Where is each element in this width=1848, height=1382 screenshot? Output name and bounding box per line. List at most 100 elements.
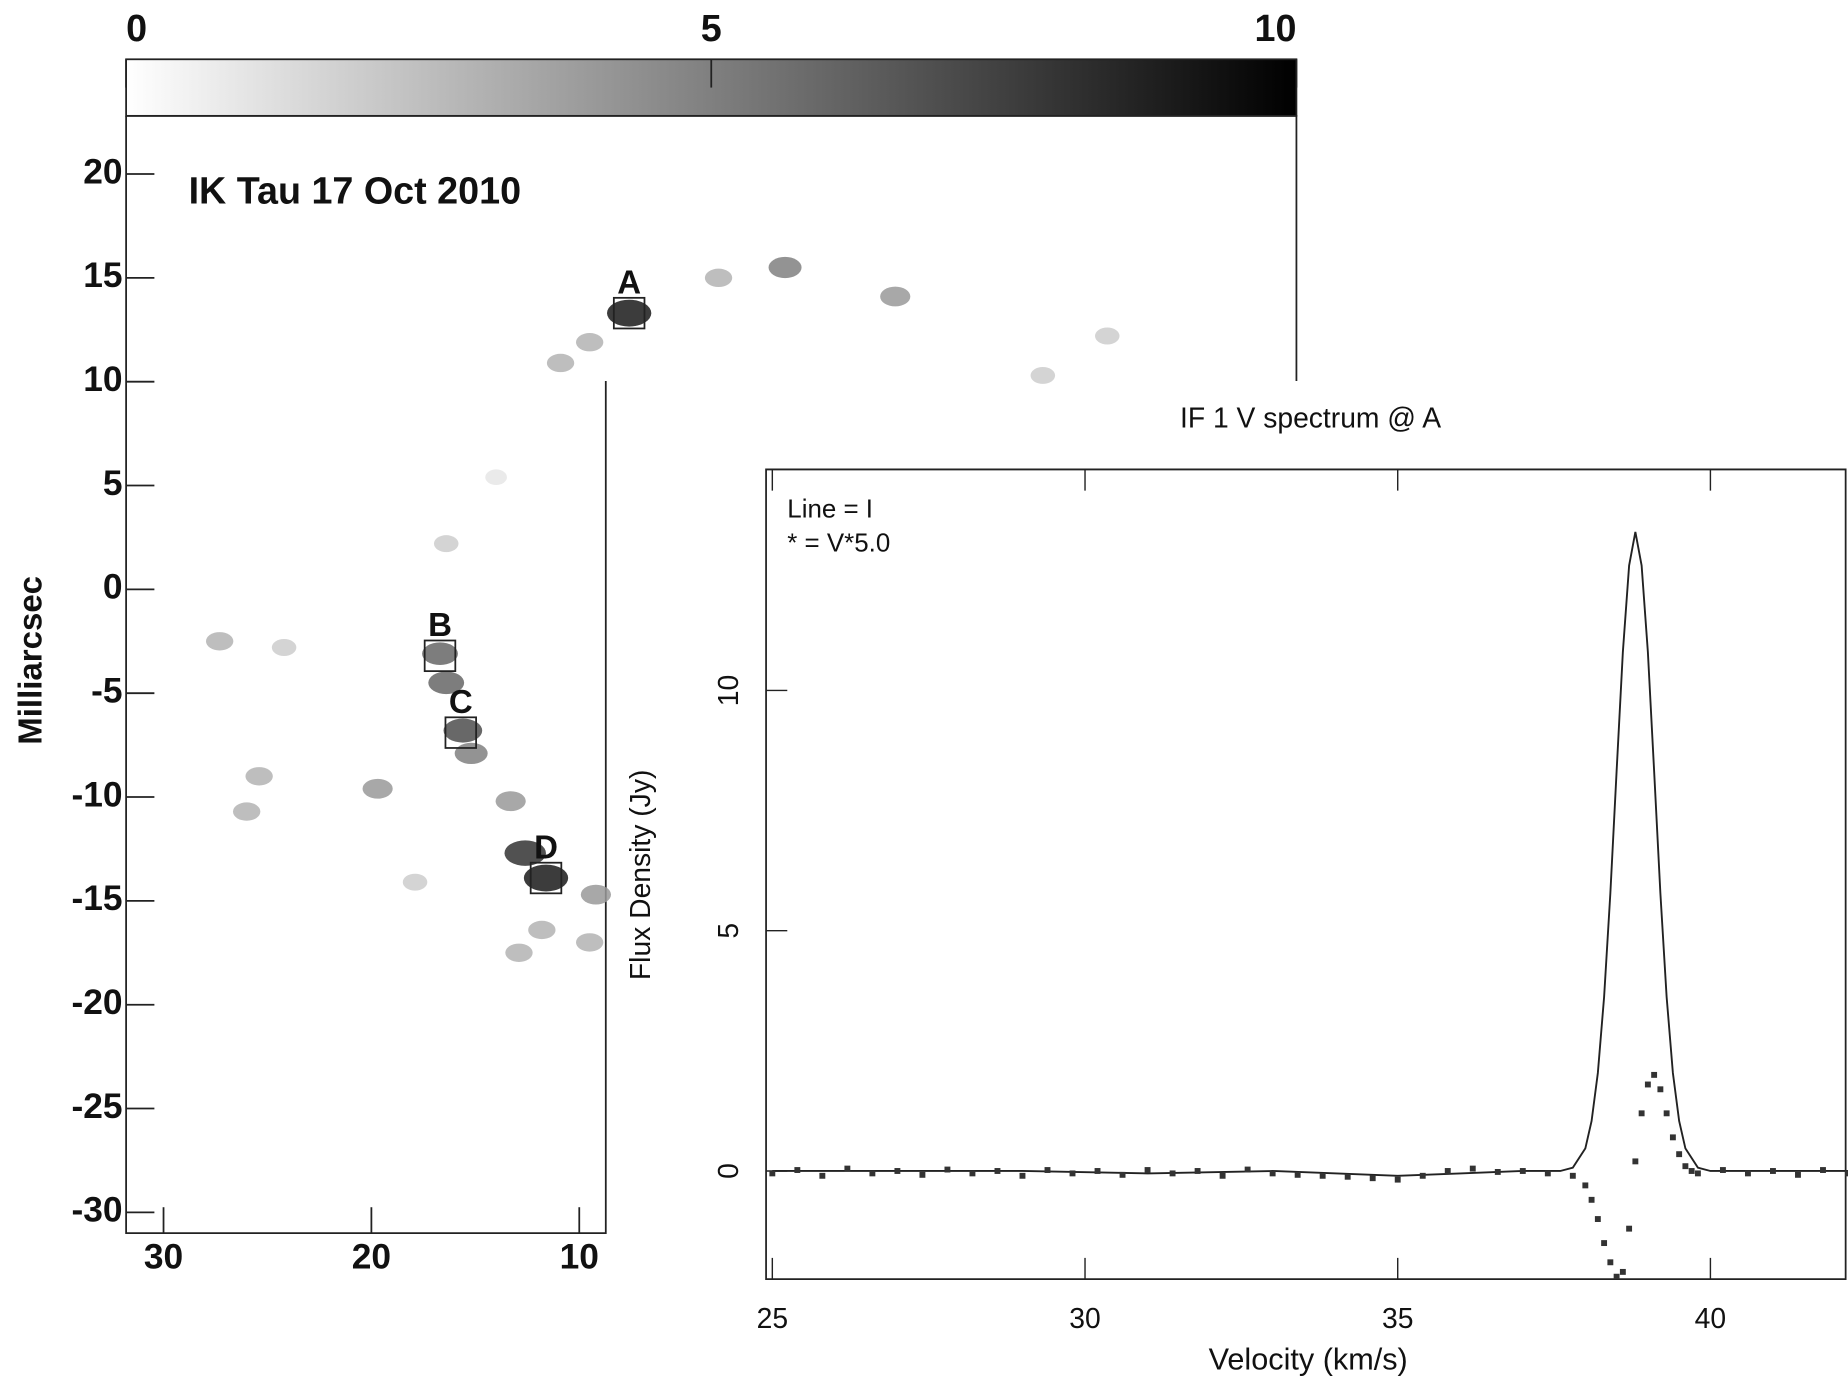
point: [769, 1170, 776, 1177]
emission-blob: [607, 299, 652, 327]
legend-entry: * = V*5.0: [787, 530, 890, 558]
line-series: [772, 531, 1848, 1177]
point: [819, 1172, 826, 1179]
point: [1582, 1182, 1589, 1189]
point: [1694, 1170, 1701, 1177]
point-label: B: [428, 606, 452, 643]
emission-blob: [205, 632, 234, 651]
point: [1144, 1167, 1151, 1173]
point-label: C: [449, 683, 473, 720]
y-tick-label: 15: [83, 256, 122, 295]
y-tick-label: -15: [71, 879, 122, 918]
emission-blob: [443, 718, 483, 743]
x-tick-label: 40: [1695, 1302, 1726, 1334]
spectrum-frame: [765, 468, 1847, 1280]
label-box: [444, 716, 477, 749]
point: [1657, 1086, 1664, 1093]
point: [1369, 1175, 1376, 1182]
emission-blob: [362, 778, 393, 799]
emission-blob: [575, 933, 604, 952]
y-tick-label: 5: [103, 464, 123, 503]
emission-blob: [422, 642, 458, 666]
point: [1294, 1171, 1301, 1178]
y-tick-label: -5: [91, 672, 122, 711]
point: [1588, 1196, 1595, 1203]
point: [1613, 1273, 1620, 1280]
point: [1344, 1173, 1351, 1180]
point: [1494, 1169, 1501, 1175]
emission-blob: [495, 791, 526, 812]
point: [1638, 1110, 1645, 1117]
point: [1594, 1216, 1601, 1222]
spectrum-y-label: Flux Density (Jy): [624, 770, 656, 980]
emission-blob: [1030, 366, 1056, 384]
point: [1044, 1167, 1051, 1173]
map-title: IK Tau 17 Oct 2010: [189, 170, 522, 212]
emission-blob: [768, 256, 802, 279]
point: [794, 1167, 801, 1173]
point: [1469, 1165, 1476, 1172]
emission-blob: [528, 920, 556, 940]
emission-blob: [880, 286, 911, 307]
emission-blob: [245, 767, 273, 786]
emission-blob: [504, 840, 546, 866]
point: [1676, 1151, 1683, 1158]
point: [944, 1166, 951, 1173]
y-tick-label: -30: [71, 1191, 122, 1230]
y-tick-label: 10: [712, 675, 744, 706]
emission-blob: [546, 353, 575, 373]
point: [1607, 1259, 1614, 1266]
point: [1632, 1158, 1639, 1165]
label-box: [529, 861, 563, 895]
map-y-label: Milliarcsec: [12, 576, 49, 745]
emission-blob: [428, 671, 465, 695]
spectrum-x-label: Velocity (km/s): [1209, 1343, 1408, 1377]
point-label: D: [534, 828, 558, 865]
point: [1519, 1168, 1526, 1174]
emission-blob: [233, 802, 261, 821]
y-tick-label: 5: [712, 923, 744, 939]
tick-label: 10: [1254, 7, 1296, 49]
emission-blob: [704, 268, 733, 288]
emission-blob: [433, 535, 459, 553]
point-label: A: [617, 264, 641, 301]
point: [1169, 1170, 1176, 1177]
y-tick-label: 0: [103, 568, 123, 607]
point: [994, 1168, 1001, 1174]
point: [1651, 1071, 1658, 1078]
point: [844, 1165, 851, 1172]
x-tick-label: 30: [144, 1237, 183, 1276]
tick-label: 5: [701, 7, 722, 49]
point: [1820, 1167, 1826, 1173]
point: [1719, 1167, 1726, 1173]
x-tick-label: 20: [352, 1237, 391, 1276]
point: [1644, 1081, 1651, 1088]
point: [1601, 1240, 1608, 1247]
point: [1219, 1172, 1226, 1179]
tick-label: 0: [126, 7, 147, 49]
plot-area: [769, 531, 1848, 1280]
x-tick-label: 30: [1069, 1302, 1100, 1334]
point: [1663, 1110, 1670, 1117]
y-tick-label: -10: [71, 775, 122, 814]
y-tick-label: -25: [71, 1087, 122, 1126]
emission-blob: [580, 884, 611, 905]
point: [1244, 1166, 1251, 1173]
y-tick-label: 20: [83, 152, 122, 191]
x-tick-label: 25: [757, 1302, 788, 1334]
point: [1269, 1170, 1276, 1177]
label-box: [612, 296, 646, 330]
point: [1019, 1172, 1026, 1179]
point: [1795, 1171, 1801, 1178]
point: [1619, 1268, 1626, 1275]
emission-blob: [575, 333, 604, 352]
x-tick-label: 10: [560, 1237, 599, 1276]
y-tick-label: 10: [83, 360, 122, 399]
emission-blob: [271, 639, 297, 656]
point: [1069, 1170, 1076, 1177]
point: [1094, 1168, 1101, 1174]
point: [1394, 1176, 1401, 1183]
label-box: [423, 639, 457, 673]
point: [1319, 1172, 1326, 1179]
